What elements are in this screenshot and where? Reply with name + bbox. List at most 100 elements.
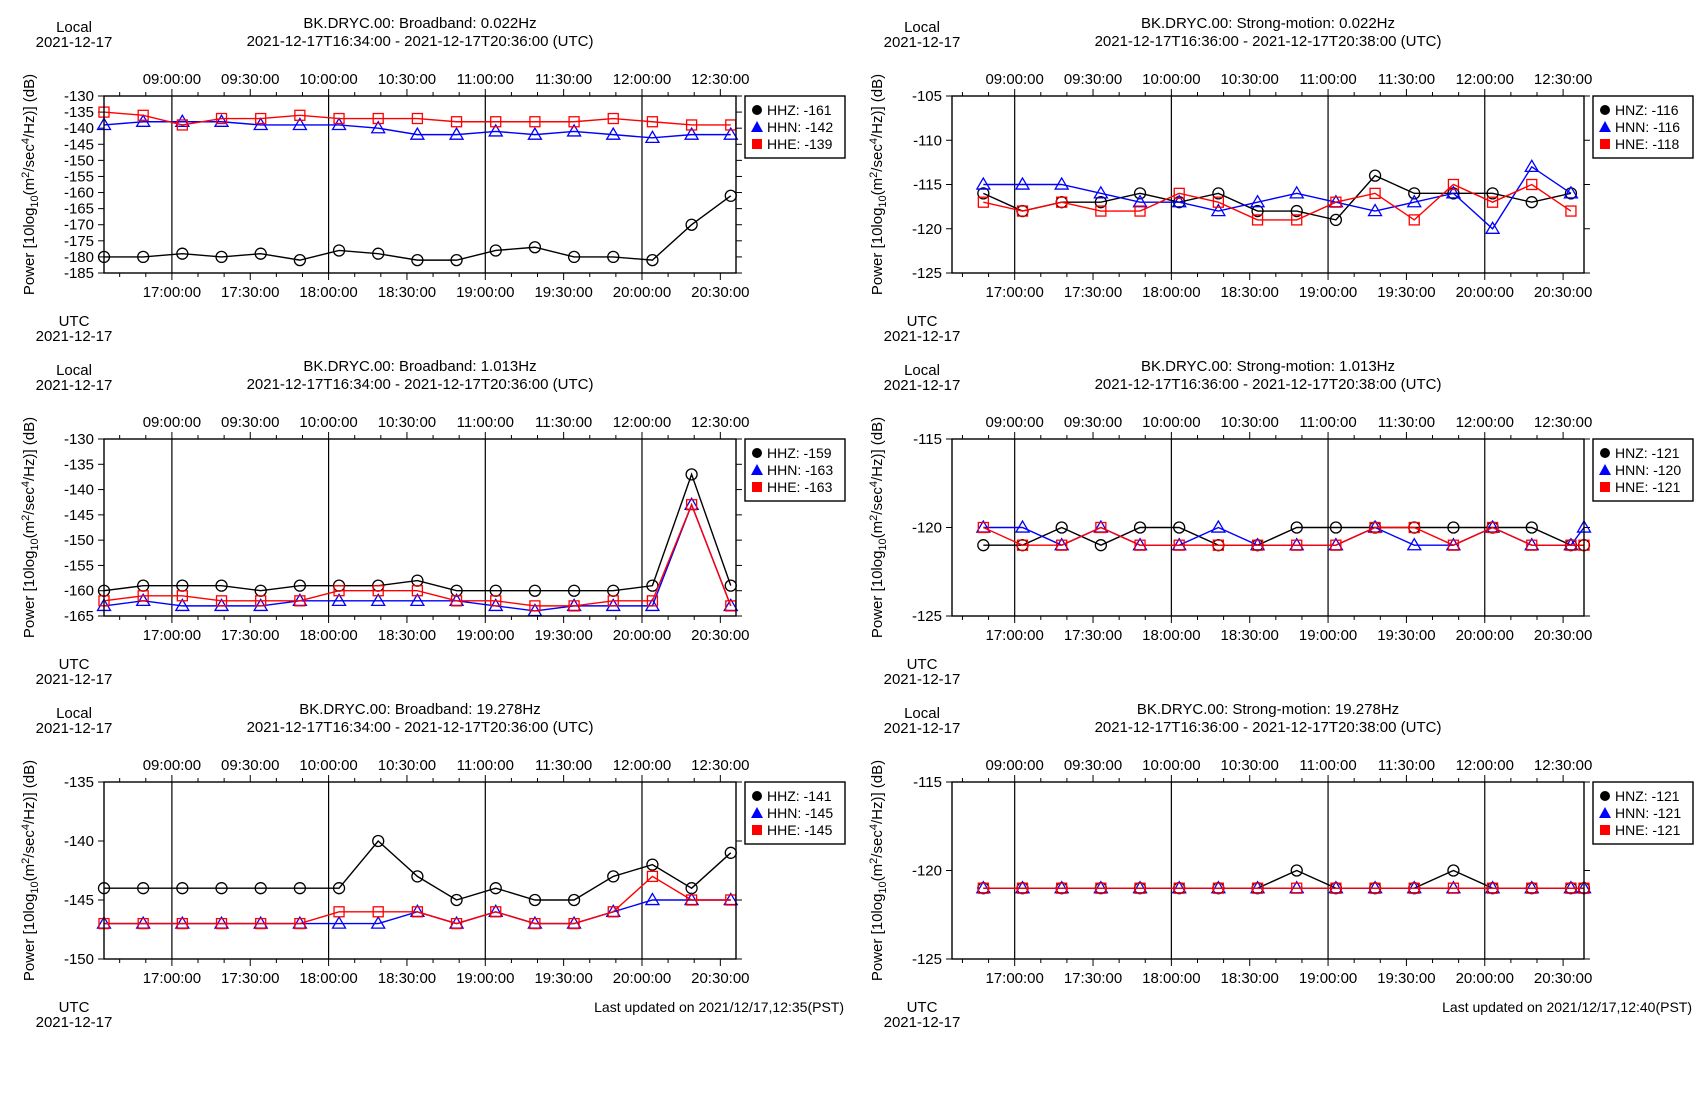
data-point (1210, 203, 1227, 217)
data-point (685, 119, 698, 131)
x-tick-label-utc: 19:30:00 (534, 284, 592, 301)
x-tick-label-utc: 19:00:00 (456, 284, 514, 301)
data-point (568, 917, 580, 930)
data-point (568, 116, 580, 128)
data-point (137, 250, 150, 264)
data-point (1369, 187, 1381, 200)
local-date: 2021-12-17 (36, 720, 113, 737)
panel-title: BK.DRYC.00: Broadband: 1.013Hz (303, 358, 536, 375)
legend-box (1592, 438, 1694, 502)
x-tick-label-utc: 19:30:00 (534, 627, 592, 644)
panel-subtitle: 2021-12-17T16:36:00 - 2021-12-17T20:38:0… (1095, 376, 1442, 393)
series-line (983, 869, 1584, 889)
data-point (450, 116, 463, 128)
legend-entry: HNE: -118 (1615, 136, 1680, 152)
utc-date: 2021-12-17 (36, 671, 113, 688)
x-tick-label-utc: 17:30:00 (221, 284, 279, 301)
x-tick-label-local: 09:00:00 (143, 71, 201, 88)
data-point (488, 598, 504, 612)
x-tick-label-local: 11:00:00 (1299, 757, 1356, 774)
data-point (644, 130, 661, 144)
data-point (1329, 521, 1343, 534)
y-tick-label: -120 (912, 221, 942, 238)
x-tick-label-utc: 19:00:00 (1299, 284, 1357, 301)
data-point (176, 119, 188, 131)
data-point (1484, 220, 1501, 234)
data-point (1291, 882, 1303, 894)
series-line (983, 183, 1572, 221)
x-tick-label-utc: 18:00:00 (1142, 627, 1200, 644)
data-point (528, 584, 542, 597)
legend-marker (1600, 825, 1610, 835)
x-tick-label-local: 12:30:00 (691, 414, 749, 431)
y-tick-label: -130 (64, 431, 94, 448)
x-tick-label-utc: 18:00:00 (299, 970, 357, 987)
data-point (293, 253, 307, 267)
x-tick-label-local: 12:00:00 (613, 71, 671, 88)
data-point (529, 116, 541, 128)
data-point (1565, 539, 1577, 551)
x-tick-label-utc: 18:30:00 (1221, 627, 1279, 644)
panel-subtitle: 2021-12-17T16:34:00 - 2021-12-17T20:36:0… (247, 33, 594, 50)
data-point (1447, 882, 1460, 894)
y-tick-label: -125 (912, 265, 942, 282)
data-point (450, 917, 463, 930)
data-point (1486, 187, 1499, 200)
x-tick-label-local: 10:00:00 (1142, 757, 1200, 774)
legend-entry: HHE: -139 (767, 136, 833, 152)
data-point (1330, 539, 1342, 551)
data-point (977, 539, 990, 552)
data-point (1212, 187, 1225, 200)
data-point (409, 126, 426, 140)
x-tick-label-local: 10:00:00 (299, 414, 357, 431)
legend-entry: HHE: -145 (767, 822, 833, 838)
data-point (977, 187, 990, 200)
data-point (607, 595, 619, 607)
data-point (1526, 882, 1538, 894)
legend-entry: HHN: -142 (767, 119, 833, 135)
x-tick-label-utc: 20:30:00 (1534, 970, 1592, 987)
y-tick-label: -140 (64, 482, 94, 499)
data-point (1445, 185, 1462, 199)
data-point (1173, 539, 1185, 551)
data-point (683, 126, 700, 140)
legend-marker (1600, 105, 1610, 115)
data-point (975, 176, 991, 190)
local-label: Local (56, 19, 92, 36)
data-point (1251, 204, 1264, 218)
data-point (176, 917, 188, 930)
x-tick-label-local: 09:30:00 (221, 757, 279, 774)
data-point (977, 882, 989, 894)
data-point (450, 595, 463, 607)
series-line (104, 839, 732, 901)
y-tick-label: -105 (912, 88, 942, 105)
data-point (1134, 539, 1146, 551)
legend-entry: HNN: -121 (1615, 805, 1681, 821)
data-point (1290, 204, 1303, 218)
data-point (1525, 521, 1538, 534)
x-tick-label-utc: 19:30:00 (1377, 627, 1435, 644)
x-tick-label-utc: 17:30:00 (221, 970, 279, 987)
y-axis-label: Power [10log10(m2/sec4/Hz)] (dB) (20, 417, 41, 638)
psd-panel: BK.DRYC.00: Broadband: 1.013Hz 2021-12-17… (20, 358, 846, 688)
utc-label: UTC (907, 656, 938, 673)
x-tick-label-utc: 18:30:00 (378, 284, 436, 301)
data-point (1525, 196, 1538, 209)
data-point (1565, 882, 1577, 894)
legend-entry: HHZ: -141 (767, 788, 832, 804)
data-point (176, 882, 189, 895)
data-point (372, 585, 384, 597)
x-tick-label-utc: 17:00:00 (143, 284, 201, 301)
data-point (568, 600, 580, 612)
panel-title: BK.DRYC.00: Broadband: 0.022Hz (303, 15, 536, 32)
data-point (1447, 178, 1460, 191)
data-point (1408, 187, 1421, 200)
data-point (1016, 882, 1029, 894)
x-tick-label-utc: 17:30:00 (1064, 627, 1122, 644)
x-tick-label-local: 11:00:00 (457, 71, 514, 88)
data-point (176, 247, 189, 260)
x-tick-label-local: 12:30:00 (1534, 71, 1592, 88)
y-tick-label: -160 (64, 185, 94, 202)
local-date: 2021-12-17 (884, 34, 961, 51)
data-point (685, 468, 698, 481)
